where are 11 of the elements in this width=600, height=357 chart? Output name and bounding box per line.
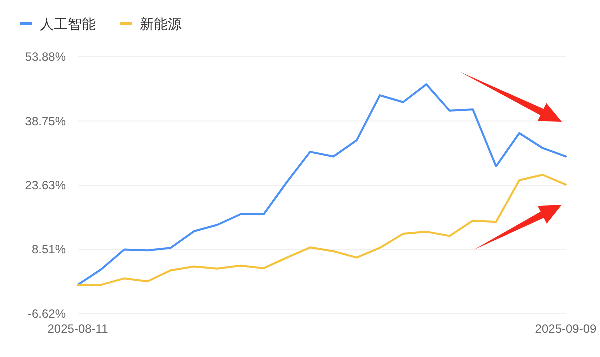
x-tick-label: 2025-09-09 <box>535 322 598 336</box>
y-tick-label: 38.75% <box>25 114 66 128</box>
x-tick-label: 2025-08-11 <box>48 322 109 336</box>
y-tick-label: -6.62% <box>28 307 66 321</box>
legend-label: 人工智能 <box>40 16 96 32</box>
y-tick-label: 8.51% <box>32 242 66 257</box>
legend-label: 新能源 <box>140 16 182 32</box>
line-series <box>77 84 567 286</box>
y-tick-label: 53.88% <box>25 50 66 64</box>
line-series <box>77 174 567 286</box>
y-tick-label: 23.63% <box>25 178 66 192</box>
